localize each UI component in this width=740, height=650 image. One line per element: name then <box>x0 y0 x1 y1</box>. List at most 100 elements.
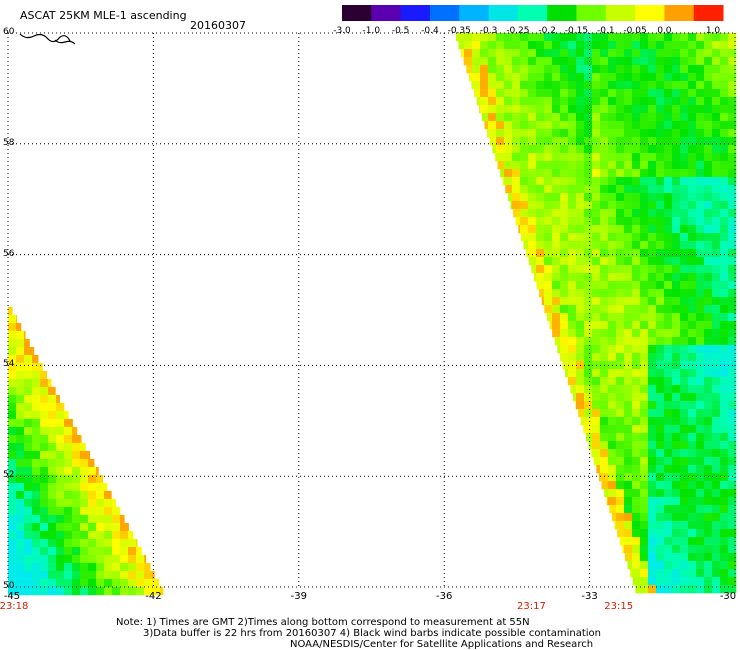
swath-cell <box>712 289 721 298</box>
swath-cell <box>608 289 617 298</box>
swath-cell <box>648 449 657 458</box>
swath-cell <box>80 546 89 556</box>
swath-cell <box>696 105 705 114</box>
swath-cell <box>688 441 697 450</box>
swath-cell <box>640 161 649 170</box>
swath-cell <box>608 177 617 186</box>
swath-cell <box>592 129 601 138</box>
swath-cell <box>528 137 537 146</box>
swath-cell <box>688 545 697 554</box>
swath-cell <box>8 578 17 588</box>
swath-cell <box>88 546 97 556</box>
swath-cell <box>688 409 697 418</box>
swath-cell <box>72 538 81 548</box>
swath-cell <box>632 545 641 554</box>
swath-cell <box>640 65 649 74</box>
swath-cell <box>632 553 641 562</box>
swath-cell <box>584 89 593 98</box>
swath-cell <box>664 337 673 346</box>
swath-cell <box>672 329 681 338</box>
swath-cell <box>704 417 713 426</box>
swath-cell <box>112 498 116 508</box>
swath-cell <box>88 498 97 508</box>
swath-cell <box>104 538 113 548</box>
swath-cell <box>640 273 649 282</box>
swath-cell <box>720 209 729 218</box>
swath-cell <box>664 305 673 314</box>
swath-cell <box>584 33 593 42</box>
swath-cell <box>720 545 729 554</box>
swath-cell <box>640 177 649 186</box>
swath-cell <box>704 89 713 98</box>
swath-cell <box>624 177 633 186</box>
swath-cell <box>720 105 729 114</box>
swath-cell <box>688 49 697 58</box>
swath-cell <box>72 418 73 428</box>
swath-cell <box>8 562 17 572</box>
swath-cell <box>632 249 641 258</box>
swath-cell <box>720 321 729 330</box>
swath-cell <box>696 57 705 66</box>
swath-cell <box>640 169 649 178</box>
swath-cell <box>680 57 689 66</box>
swath-cell <box>624 345 633 354</box>
swath-cell <box>608 297 617 306</box>
swath-cell <box>632 145 641 154</box>
swath-cell <box>96 482 105 492</box>
swath-cell <box>72 586 81 596</box>
swath-cell <box>576 241 585 250</box>
swath-cell <box>616 377 625 386</box>
swath-cell <box>560 121 569 130</box>
swath-cell <box>72 442 81 452</box>
swath-cell <box>688 521 697 530</box>
swath-cell <box>608 449 617 458</box>
swath-cell <box>672 281 681 290</box>
colorbar-tick-label: -0.5 <box>391 26 410 36</box>
swath-cell <box>704 545 713 554</box>
swath-cell <box>608 393 617 402</box>
swath-cell <box>704 401 713 410</box>
swath-cell <box>728 193 737 202</box>
swath-cell <box>576 169 585 178</box>
swath-cell <box>584 345 593 354</box>
swath-cell <box>552 121 561 130</box>
swath-cell <box>680 73 689 82</box>
swath-cell <box>696 569 705 578</box>
swath-cell <box>712 249 721 258</box>
swath-cell <box>496 145 505 154</box>
swath-cell <box>704 217 713 226</box>
swath-cell <box>720 313 729 322</box>
swath-cell <box>712 529 721 538</box>
swath-cell <box>592 225 601 234</box>
swath-cell <box>592 137 601 146</box>
swath-cell <box>64 482 73 492</box>
swath-cell <box>568 193 577 202</box>
swath-cell <box>728 433 737 442</box>
swath-cell <box>656 569 665 578</box>
swath-cell <box>32 570 41 580</box>
swath-cell <box>600 345 609 354</box>
swath-cell <box>8 450 17 460</box>
swath-cell <box>160 586 164 596</box>
swath-cell <box>640 145 649 154</box>
swath-cell <box>624 353 633 362</box>
swath-cell <box>24 538 33 548</box>
swath-cell <box>712 145 721 154</box>
swath-cell <box>616 417 625 426</box>
swath-cell <box>464 41 473 50</box>
swath-cell <box>704 233 713 242</box>
swath-cell <box>504 57 513 66</box>
swath-cell <box>688 345 697 354</box>
swath-cell <box>72 458 81 468</box>
swath-cell <box>656 89 665 98</box>
swath-cell <box>680 113 689 122</box>
swath-cell <box>640 121 649 130</box>
colorbar-swatch <box>429 5 460 21</box>
swath-cell <box>56 506 65 516</box>
swath-cell <box>648 401 657 410</box>
swath-cell <box>672 73 681 82</box>
swath-cell <box>712 241 721 250</box>
swath-cell <box>632 49 641 58</box>
swath-cell <box>704 265 713 274</box>
swath-cell <box>656 465 665 474</box>
